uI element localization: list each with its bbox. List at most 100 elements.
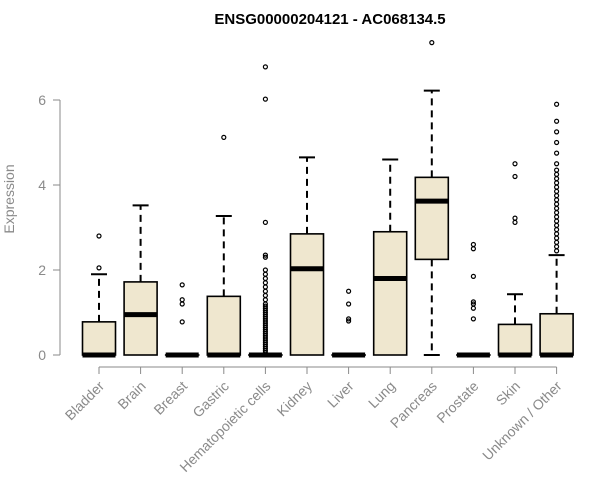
outlier-point	[262, 271, 268, 277]
outlier-point	[553, 161, 560, 167]
box-body	[289, 233, 325, 356]
outlier-point	[512, 161, 518, 167]
outlier-point	[470, 273, 476, 279]
outlier-point	[179, 297, 185, 303]
x-tick-label: Liver	[324, 378, 357, 411]
box-body	[372, 230, 408, 356]
outlier-point	[553, 210, 560, 216]
box-breast	[164, 282, 200, 358]
outlier-point	[262, 284, 268, 290]
outlier-point	[553, 248, 560, 254]
box-hematopoietic-cells	[248, 64, 283, 358]
box-body	[539, 312, 574, 356]
x-tick-label: Unknown / Other	[479, 378, 565, 464]
outlier-point	[262, 96, 268, 102]
y-axis-label: Expression	[1, 164, 17, 233]
outlier-point	[346, 288, 352, 294]
outlier-point	[553, 180, 560, 186]
x-tick-label: Bladder	[62, 378, 108, 424]
box-lung	[372, 158, 408, 356]
box-bladder	[81, 233, 117, 358]
outlier-point	[553, 101, 560, 107]
x-tick-label: Kidney	[274, 378, 316, 420]
outlier-point	[262, 219, 268, 225]
box-kidney	[289, 156, 325, 356]
outlier-point	[262, 297, 268, 303]
outlier-point	[221, 134, 227, 140]
outlier-point	[553, 197, 560, 203]
x-tick-label: Prostate	[433, 378, 481, 426]
x-tick-label: Lung	[365, 378, 398, 411]
x-tick-label: Breast	[150, 378, 190, 418]
y-tick-label: 6	[38, 92, 46, 108]
x-tick-label: Brain	[114, 378, 148, 412]
outlier-point	[96, 265, 102, 271]
outlier-point	[553, 184, 560, 190]
outlier-point	[470, 305, 476, 311]
outlier-point	[262, 280, 268, 286]
box-body	[206, 295, 242, 356]
y-tick-label: 4	[38, 177, 46, 193]
outlier-point	[346, 301, 352, 307]
outlier-point	[346, 318, 352, 324]
outlier-point	[553, 129, 560, 135]
outlier-point	[179, 282, 185, 288]
outlier-point	[553, 176, 560, 182]
outlier-point	[470, 299, 476, 305]
box-gastric	[206, 134, 242, 358]
outlier-point	[553, 214, 560, 220]
box-liver	[331, 288, 366, 358]
box-series	[81, 40, 574, 358]
outlier-point	[512, 219, 518, 225]
outlier-point	[553, 167, 560, 173]
chart-title: ENSG00000204121 - AC068134.5	[214, 11, 445, 28]
outlier-point	[262, 275, 268, 282]
outlier-point	[553, 235, 560, 241]
outlier-point	[262, 64, 268, 70]
y-axis: 0 2 4 6	[38, 92, 61, 363]
y-tick-label: 0	[38, 347, 46, 363]
outlier-point	[96, 233, 102, 239]
y-tick-label: 2	[38, 262, 46, 278]
outlier-point	[553, 205, 560, 211]
outlier-point	[470, 241, 476, 248]
outlier-point	[553, 193, 560, 199]
x-tick-label: Skin	[493, 378, 524, 409]
box-brain	[123, 204, 158, 356]
outlier-point	[553, 150, 560, 156]
outlier-point	[262, 288, 268, 294]
outlier-point	[553, 139, 560, 146]
outlier-point	[553, 222, 560, 228]
outlier-point	[470, 246, 476, 252]
outlier-point	[470, 301, 476, 307]
outlier-point	[262, 267, 268, 273]
outlier-point	[429, 40, 435, 46]
outlier-point	[553, 188, 560, 194]
outlier-point	[553, 171, 560, 177]
outlier-point	[553, 244, 560, 250]
box-body	[414, 176, 450, 261]
outlier-point	[346, 316, 352, 322]
outlier-point	[553, 201, 560, 207]
box-pancreas	[414, 40, 450, 356]
outlier-point	[262, 252, 268, 258]
box-prostate	[456, 241, 491, 358]
outlier-point	[512, 215, 518, 221]
outlier-point	[553, 231, 560, 237]
outlier-point	[553, 218, 560, 224]
box-unknown-other	[539, 101, 574, 358]
outlier-point	[553, 118, 560, 124]
outlier-point	[512, 173, 518, 180]
outlier-point	[262, 303, 268, 309]
outlier-point	[262, 254, 268, 260]
box-body	[123, 281, 158, 356]
outlier-point	[179, 301, 185, 307]
outlier-point	[262, 292, 268, 299]
box-skin	[497, 161, 533, 358]
outlier-point	[470, 316, 476, 322]
outlier-point	[179, 319, 185, 325]
outlier-point	[553, 227, 560, 233]
outlier-point	[553, 239, 560, 245]
box-body	[81, 321, 117, 356]
